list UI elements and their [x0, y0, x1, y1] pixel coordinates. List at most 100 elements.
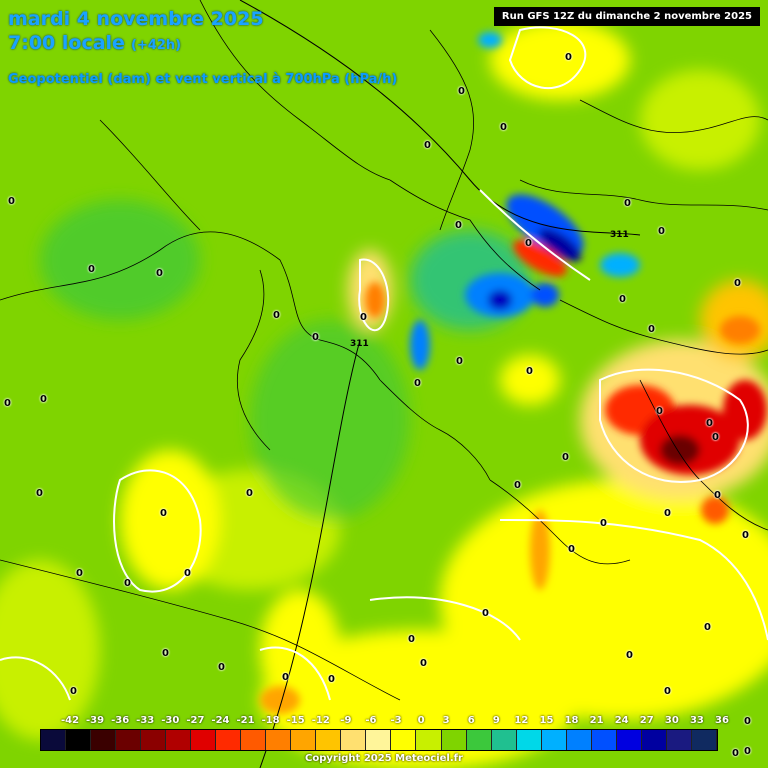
scale-label: 33 [689, 715, 704, 726]
zero-contour-label: 0 [626, 650, 633, 661]
zero-contour-label: 0 [456, 356, 463, 367]
scale-label: 18 [564, 715, 579, 726]
scale-label: 21 [589, 715, 604, 726]
zero-contour-label: 0 [218, 662, 225, 673]
scale-swatch-21 [566, 730, 592, 750]
zero-contour-label: 0 [704, 622, 711, 633]
scale-swatch-20 [541, 730, 567, 750]
zero-contour-label: 0 [40, 394, 47, 405]
scale-label: -30 [161, 715, 180, 726]
scale-label: -15 [286, 715, 305, 726]
scale-label: -33 [136, 715, 155, 726]
color-scale-labels: -42 -39 -36 -33 -30 -27 -24 -21 -18 -15 -12 -9 -6 -3 0… [56, 715, 736, 729]
zero-contour-label: 0 [312, 332, 319, 343]
map-subtitle: Geopotentiel (dam) et vent vertical à 70… [8, 72, 398, 87]
contour-label-311-east: 311 [610, 230, 629, 240]
scale-label: -36 [111, 715, 130, 726]
zero-contour-label: 0 [525, 238, 532, 249]
scale-swatch-19 [516, 730, 542, 750]
zero-contour-label: 0 [328, 674, 335, 685]
scale-swatch-2 [91, 730, 117, 750]
zero-contour-label: 0 [482, 608, 489, 619]
scale-label: -42 [60, 715, 80, 726]
scale-label: -6 [365, 715, 377, 726]
color-scale-bar [40, 729, 718, 751]
zero-contour-label: 0 [648, 324, 655, 335]
vertical-wind-extremes [260, 32, 767, 714]
scale-swatch-4 [141, 730, 167, 750]
zero-contour-label: 0 [162, 648, 169, 659]
scale-swatch-6 [191, 730, 217, 750]
zero-contour-label: 0 [664, 686, 671, 697]
scale-swatch-0 [41, 730, 67, 750]
zero-contour-label: 0 [744, 716, 751, 727]
scale-label: -21 [236, 715, 255, 726]
scale-label: -9 [340, 715, 352, 726]
scale-label: -27 [186, 715, 205, 726]
zero-contour-label: 0 [568, 544, 575, 555]
lead-time: (+42h) [130, 38, 182, 53]
scale-swatch-8 [241, 730, 267, 750]
scale-label: -24 [211, 715, 230, 726]
zero-contour-label: 0 [156, 268, 163, 279]
zero-contour-label: 0 [414, 378, 421, 389]
scale-label: 12 [514, 715, 529, 726]
scale-label: 36 [715, 715, 729, 726]
scale-label: -12 [311, 715, 330, 726]
scale-swatch-26 [691, 730, 717, 750]
zero-contour-label: 0 [420, 658, 427, 669]
zero-contour-label: 0 [424, 140, 431, 151]
scale-swatch-15 [416, 730, 442, 750]
geopotential-contours [239, 0, 641, 768]
zero-contour-label: 0 [360, 312, 367, 323]
scale-label: 3 [442, 715, 450, 726]
zero-contour-label: 0 [500, 122, 507, 133]
zero-contour-label: 0 [706, 418, 713, 429]
zero-contour-label: 0 [600, 518, 607, 529]
zero-contour-label: 0 [562, 452, 569, 463]
zero-contour-label: 0 [4, 398, 11, 409]
scale-swatch-18 [491, 730, 517, 750]
zero-contour-label: 0 [8, 196, 15, 207]
scale-swatch-13 [366, 730, 392, 750]
zero-contour-label: 0 [624, 198, 631, 209]
scale-swatch-11 [316, 730, 342, 750]
scale-label: -3 [390, 715, 402, 726]
zero-contour-label: 0 [742, 530, 749, 541]
scale-label: 24 [614, 715, 629, 726]
scale-swatch-17 [466, 730, 492, 750]
zero-contour-label: 0 [744, 746, 751, 757]
zero-contour-label: 0 [246, 488, 253, 499]
scale-label: 27 [639, 715, 654, 726]
zero-contour-label: 0 [619, 294, 626, 305]
map-date-title: mardi 4 novembre 2025 [8, 8, 264, 30]
scale-swatch-10 [291, 730, 317, 750]
scale-swatch-25 [666, 730, 692, 750]
scale-label: 6 [467, 715, 475, 726]
scale-label: -39 [86, 715, 105, 726]
zero-contour-label: 0 [76, 568, 83, 579]
zero-contour-label: 0 [160, 508, 167, 519]
scale-label: 15 [539, 715, 554, 726]
scale-swatch-1 [66, 730, 92, 750]
scale-label: -18 [261, 715, 280, 726]
scale-label: 9 [492, 715, 500, 726]
local-time: 7:00 locale [8, 32, 125, 54]
scale-swatch-16 [441, 730, 467, 750]
contour-label-311-west: 311 [350, 339, 369, 349]
zero-contour-label: 0 [664, 508, 671, 519]
zero-contour-label: 0 [712, 432, 719, 443]
zero-contour-label: 0 [714, 490, 721, 501]
zero-contour-label: 0 [514, 480, 521, 491]
zero-contour-label: 0 [408, 634, 415, 645]
zero-contour-label: 0 [458, 86, 465, 97]
zero-contour-label: 0 [36, 488, 43, 499]
zero-contour-label: 0 [455, 220, 462, 231]
zero-contours [0, 26, 768, 701]
scale-swatch-9 [266, 730, 292, 750]
zero-contour-label: 0 [282, 672, 289, 683]
run-info-badge: Run GFS 12Z du dimanche 2 novembre 2025 [493, 7, 760, 26]
zero-contour-label: 0 [124, 578, 131, 589]
scale-swatch-12 [341, 730, 367, 750]
